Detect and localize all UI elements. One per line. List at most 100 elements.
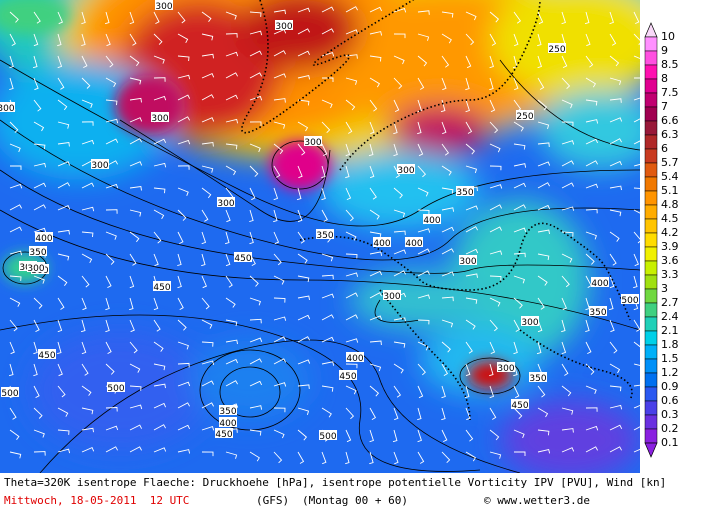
barb: [393, 317, 407, 322]
weather-map: 300 300 250 250 300 300 300 300 300 350 400 400 400 3…: [0, 0, 679, 473]
barb: [153, 253, 159, 267]
contour-label: 450: [38, 351, 55, 361]
barb: [57, 253, 70, 261]
barb: [537, 121, 550, 130]
barb: [153, 95, 167, 101]
contour-label-bg: [91, 159, 109, 169]
barb: [585, 407, 598, 412]
colorbar-label: 0.2: [661, 422, 679, 435]
barb: [345, 363, 358, 369]
contour-label-bg: [591, 277, 609, 287]
barb: [489, 363, 494, 377]
colorbar-label: 6.6: [661, 114, 679, 127]
barb: [81, 363, 89, 376]
barb: [609, 363, 621, 374]
barb: [537, 11, 544, 25]
colorbar-swatch: [644, 232, 658, 248]
barb: [513, 204, 526, 211]
barb: [417, 429, 422, 443]
barb: [105, 160, 118, 167]
barb: [441, 121, 447, 135]
barb: [297, 295, 310, 300]
barb: [561, 99, 573, 109]
barb: [225, 33, 238, 38]
barb: [417, 99, 422, 113]
barb: [489, 250, 503, 255]
barb: [489, 99, 496, 113]
barb: [393, 270, 406, 277]
barb: [393, 55, 405, 65]
description: Theta=320K isentrope Flaeche: Druckhoehe…: [4, 476, 667, 489]
barb: [513, 385, 520, 399]
barb: [153, 187, 166, 194]
barb: [201, 94, 214, 101]
barb: [177, 319, 187, 331]
barb: [489, 407, 497, 420]
barb: [369, 270, 383, 277]
barb: [537, 142, 550, 147]
barb: [609, 77, 622, 86]
barb: [201, 297, 210, 310]
barb: [345, 292, 359, 299]
barb: [249, 187, 256, 201]
barb: [633, 404, 640, 409]
barb: [465, 143, 476, 155]
contour-label-bg: [219, 417, 237, 427]
barb: [249, 337, 263, 343]
barb: [273, 165, 281, 178]
barb: [585, 119, 599, 124]
barb: [81, 182, 95, 189]
barb: [417, 385, 424, 399]
barb: [273, 73, 287, 79]
barb: [393, 209, 406, 218]
barb: [129, 185, 142, 191]
contour-label: 250: [516, 112, 533, 122]
barb: [273, 297, 286, 303]
colorbar-swatch: [644, 176, 658, 192]
barb: [537, 275, 548, 286]
contour-label: 300: [275, 22, 292, 32]
contour-label: 300: [0, 104, 15, 114]
barb: [561, 206, 575, 211]
contour-label-bg: [529, 372, 547, 382]
barb: [513, 407, 523, 420]
contour-label: 300: [521, 318, 538, 328]
barb: [105, 407, 118, 412]
barb: [322, 77, 334, 82]
barb: [297, 384, 310, 389]
barb: [489, 451, 502, 459]
contour-label: 300: [151, 114, 168, 124]
barb: [9, 55, 14, 69]
barb: [489, 341, 496, 355]
contour-label: 500: [1, 389, 18, 399]
barb: [513, 33, 519, 47]
barb: [345, 187, 352, 201]
barb: [249, 275, 259, 287]
barb: [585, 183, 599, 189]
barb: [201, 275, 207, 289]
contour-label-bg: [456, 186, 474, 196]
barb: [537, 448, 551, 454]
barb: [633, 118, 640, 123]
barb: [513, 143, 526, 150]
contour-label: 400: [35, 234, 52, 244]
barb: [105, 319, 110, 333]
contour-label-bg: [346, 352, 364, 362]
contour-label-bg: [35, 232, 53, 242]
barb: [513, 297, 523, 309]
barb: [129, 446, 142, 453]
barb: [441, 143, 450, 156]
barb: [33, 385, 40, 399]
barb: [393, 99, 400, 113]
barb: [561, 275, 570, 288]
barb: [633, 319, 640, 332]
barb: [417, 363, 426, 376]
barb: [81, 99, 93, 108]
barb: [536, 341, 542, 355]
colorbar-label: 4.2: [661, 226, 679, 239]
barb: [249, 121, 262, 126]
barb: [57, 77, 65, 90]
contour-label-bg: [319, 430, 337, 440]
barb: [105, 425, 119, 431]
barb: [225, 143, 238, 150]
